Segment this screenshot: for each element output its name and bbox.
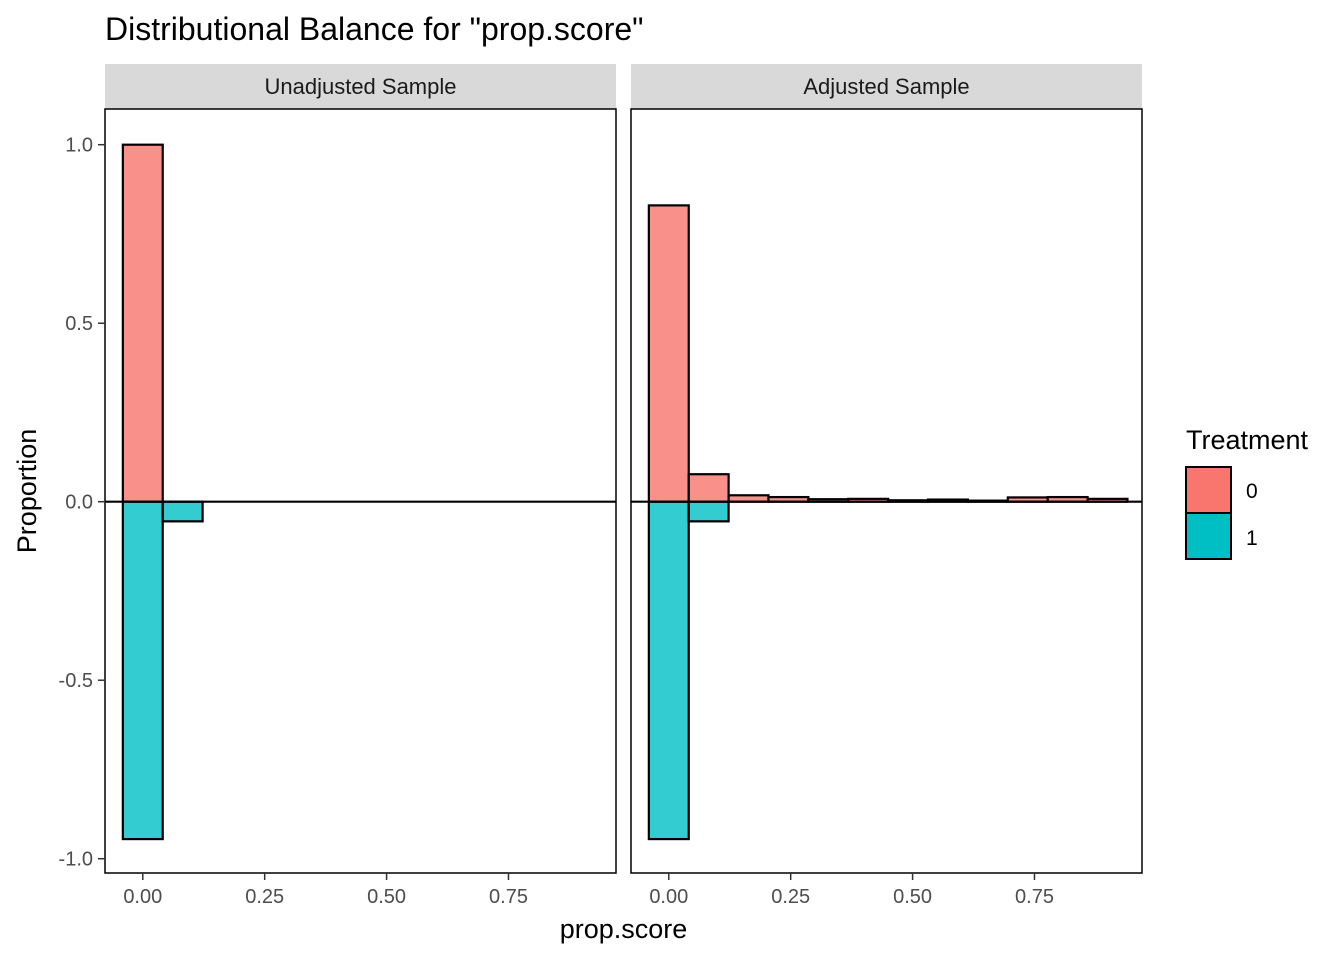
facet-strip-unadjusted bbox=[105, 64, 616, 109]
x-axis-adjusted: 0.00 0.25 0.50 0.75 bbox=[649, 873, 1054, 908]
y-tick-label-1: 0.5 bbox=[65, 313, 93, 335]
x-tick-label-adjusted-1: 0.25 bbox=[771, 886, 810, 908]
bar-adjusted-treatment0-bin0 bbox=[647, 204, 690, 503]
x-tick-label-unadjusted-3: 0.75 bbox=[489, 886, 528, 908]
panel-border-unadjusted bbox=[104, 108, 617, 874]
bar-unadjusted-treatment0-bin0 bbox=[121, 143, 164, 503]
y-tick-label-3: -0.5 bbox=[59, 670, 93, 692]
facet-label-adjusted: Adjusted Sample bbox=[803, 74, 969, 99]
chart-title: Distributional Balance for "prop.score" bbox=[105, 11, 644, 47]
facet-label-unadjusted: Unadjusted Sample bbox=[264, 74, 456, 99]
legend-title: Treatment bbox=[1186, 425, 1309, 455]
panel-border-adjusted bbox=[630, 108, 1143, 874]
x-tick-label-adjusted-3: 0.75 bbox=[1015, 886, 1054, 908]
y-tick-label-0: 1.0 bbox=[65, 135, 93, 157]
plot-panel-unadjusted bbox=[104, 108, 617, 874]
y-axis: 1.0 0.5 0.0 -0.5 -1.0 bbox=[59, 135, 105, 871]
x-tick-label-unadjusted-0: 0.00 bbox=[123, 886, 162, 908]
bar-adjusted-treatment1-bin1 bbox=[687, 500, 730, 523]
x-axis-unadjusted: 0.00 0.25 0.50 0.75 bbox=[123, 873, 528, 908]
legend-label-1: 1 bbox=[1246, 527, 1258, 550]
bar-unadjusted-treatment1-bin0 bbox=[121, 500, 164, 841]
x-tick-label-unadjusted-1: 0.25 bbox=[245, 886, 284, 908]
y-tick-label-2: 0.0 bbox=[65, 492, 93, 514]
panel-background-unadjusted bbox=[105, 109, 616, 873]
bar-adjusted-treatment1-bin0 bbox=[647, 500, 690, 841]
x-tick-label-unadjusted-2: 0.50 bbox=[367, 886, 406, 908]
x-tick-label-adjusted-0: 0.00 bbox=[649, 886, 688, 908]
x-axis-title: prop.score bbox=[560, 914, 688, 944]
plot-panel-adjusted bbox=[630, 108, 1143, 874]
y-tick-label-4: -1.0 bbox=[59, 849, 93, 871]
legend-key-1 bbox=[1185, 512, 1232, 560]
x-tick-label-adjusted-2: 0.50 bbox=[893, 886, 932, 908]
facet-strip-adjusted bbox=[631, 64, 1142, 109]
bar-adjusted-treatment0-bin1 bbox=[687, 473, 730, 503]
legend-label-0: 0 bbox=[1246, 480, 1258, 503]
bar-unadjusted-treatment1-bin1 bbox=[161, 500, 204, 523]
legend: Treatment 0 1 bbox=[1185, 425, 1309, 560]
legend-key-0 bbox=[1185, 466, 1232, 514]
y-axis-title: Proportion bbox=[12, 429, 42, 554]
